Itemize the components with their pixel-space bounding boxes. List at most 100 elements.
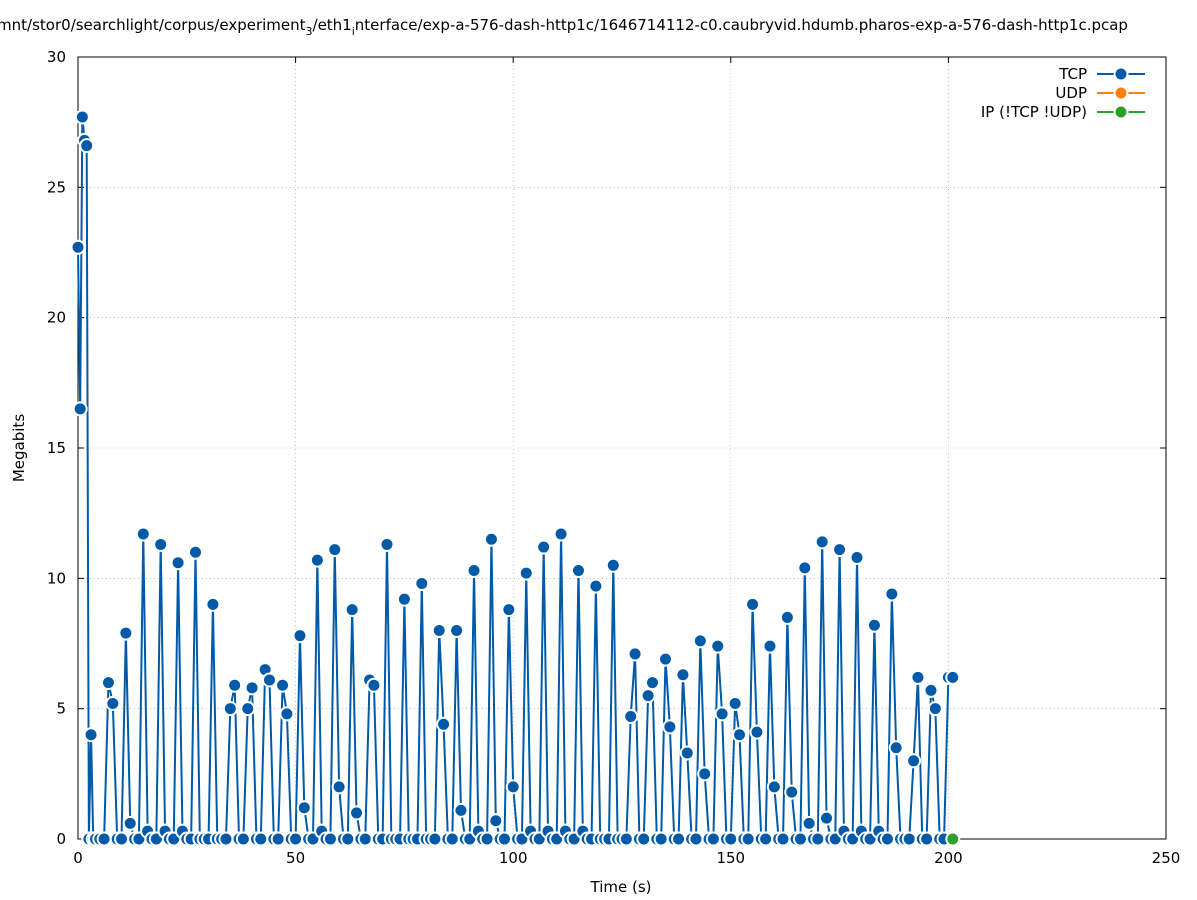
data-point xyxy=(884,586,900,602)
data-point xyxy=(945,669,961,685)
data-point xyxy=(100,675,116,691)
data-point xyxy=(784,784,800,800)
data-point xyxy=(261,672,277,688)
legend-label: TCP xyxy=(1058,65,1087,83)
data-point xyxy=(74,109,90,125)
data-point xyxy=(866,617,882,633)
data-point xyxy=(675,667,691,683)
data-point xyxy=(766,779,782,795)
data-point xyxy=(518,565,534,581)
data-point xyxy=(105,695,121,711)
data-point xyxy=(279,706,295,722)
legend-marker xyxy=(1113,104,1129,120)
data-point xyxy=(879,831,895,847)
data-point xyxy=(244,680,260,696)
data-point xyxy=(340,831,356,847)
data-point xyxy=(570,563,586,579)
data-point xyxy=(235,831,251,847)
data-point xyxy=(605,557,621,573)
data-point xyxy=(553,526,569,542)
series-2 xyxy=(945,831,961,847)
x-tick-label: 100 xyxy=(499,849,528,867)
data-point xyxy=(240,701,256,717)
data-point xyxy=(396,591,412,607)
legend-marker xyxy=(1113,85,1129,101)
data-point xyxy=(832,542,848,558)
data-point xyxy=(792,831,808,847)
x-tick-label: 50 xyxy=(286,849,305,867)
data-point xyxy=(919,831,935,847)
data-point xyxy=(644,675,660,691)
data-point xyxy=(349,805,365,821)
data-point xyxy=(945,831,961,847)
data-point xyxy=(288,831,304,847)
data-point xyxy=(453,802,469,818)
data-point xyxy=(618,831,634,847)
data-point xyxy=(745,596,761,612)
data-point xyxy=(122,815,138,831)
data-point xyxy=(723,831,739,847)
data-point xyxy=(414,576,430,592)
x-axis-title: Time (s) xyxy=(590,878,652,896)
data-point xyxy=(444,831,460,847)
data-point xyxy=(72,401,88,417)
data-point xyxy=(344,602,360,618)
data-point xyxy=(671,831,687,847)
data-point xyxy=(296,800,312,816)
y-tick-label: 0 xyxy=(56,830,66,848)
data-point xyxy=(501,602,517,618)
data-point xyxy=(227,677,243,693)
data-point xyxy=(79,138,95,154)
legend-entry: UDP xyxy=(1055,84,1145,102)
data-point xyxy=(797,560,813,576)
data-point xyxy=(466,563,482,579)
data-point xyxy=(623,708,639,724)
data-point xyxy=(814,534,830,550)
data-point xyxy=(222,701,238,717)
data-point xyxy=(270,831,286,847)
data-point xyxy=(436,716,452,732)
data-point xyxy=(710,638,726,654)
data-point xyxy=(640,688,656,704)
data-point xyxy=(427,831,443,847)
data-point xyxy=(188,544,204,560)
data-point xyxy=(479,831,495,847)
legend-label: IP (!TCP !UDP) xyxy=(981,103,1087,121)
data-point xyxy=(658,651,674,667)
data-point xyxy=(714,706,730,722)
data-point xyxy=(431,622,447,638)
x-tick-label: 150 xyxy=(716,849,745,867)
legend-marker xyxy=(1113,66,1129,82)
data-point xyxy=(692,633,708,649)
data-point xyxy=(83,727,99,743)
data-point xyxy=(153,536,169,552)
data-point xyxy=(327,542,343,558)
y-tick-label: 25 xyxy=(47,178,66,196)
data-point xyxy=(253,831,269,847)
data-point xyxy=(749,724,765,740)
data-point xyxy=(758,831,774,847)
data-point xyxy=(170,555,186,571)
data-point xyxy=(849,549,865,565)
data-point xyxy=(636,831,652,847)
data-point xyxy=(488,813,504,829)
data-point xyxy=(135,526,151,542)
data-point xyxy=(740,831,756,847)
data-point xyxy=(483,531,499,547)
data-point xyxy=(732,727,748,743)
data-point xyxy=(275,677,291,693)
data-point xyxy=(292,628,308,644)
data-point xyxy=(70,239,86,255)
data-point xyxy=(762,638,778,654)
data-point xyxy=(96,831,112,847)
data-point xyxy=(205,596,221,612)
data-point xyxy=(357,831,373,847)
x-tick-label: 200 xyxy=(934,849,963,867)
data-point xyxy=(727,695,743,711)
y-tick-label: 15 xyxy=(47,439,66,457)
data-point xyxy=(927,701,943,717)
chart-title: /mnt/stor0/searchlight/corpus/experiment… xyxy=(0,16,1128,38)
data-point xyxy=(906,753,922,769)
